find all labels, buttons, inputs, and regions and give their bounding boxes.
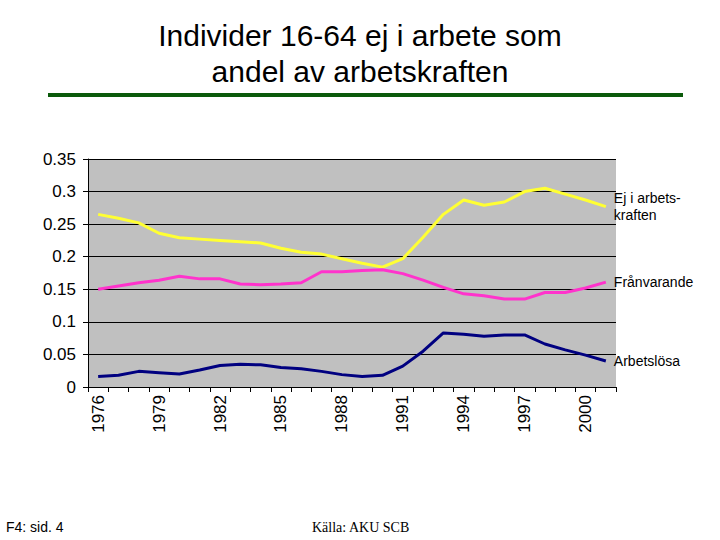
svg-text:Ej i arbets-: Ej i arbets- [614,190,681,206]
svg-text:1976: 1976 [89,395,108,433]
svg-text:F4: sid. 4: F4: sid. 4 [6,519,64,535]
svg-text:1994: 1994 [454,395,473,433]
svg-text:andel av arbetskraften: andel av arbetskraften [212,55,509,88]
svg-text:1985: 1985 [271,395,290,433]
svg-text:Arbetslösa: Arbetslösa [614,353,680,369]
svg-text:0.35: 0.35 [43,150,76,169]
svg-text:1982: 1982 [211,395,230,433]
svg-text:Källa: AKU SCB: Källa: AKU SCB [312,520,409,535]
svg-text:1979: 1979 [150,395,169,433]
svg-text:kraften: kraften [614,207,657,223]
svg-text:0.15: 0.15 [43,280,76,299]
svg-text:0.05: 0.05 [43,345,76,364]
svg-text:1991: 1991 [393,395,412,433]
svg-text:0.1: 0.1 [52,312,76,331]
svg-text:0.25: 0.25 [43,215,76,234]
svg-text:Frånvarande: Frånvarande [614,274,694,290]
svg-text:1988: 1988 [332,395,351,433]
svg-text:0.3: 0.3 [52,182,76,201]
svg-text:0: 0 [67,378,76,397]
svg-text:2000: 2000 [576,395,595,433]
svg-text:Individer 16-64 ej i arbete so: Individer 16-64 ej i arbete som [158,19,562,52]
svg-text:0.2: 0.2 [52,247,76,266]
svg-text:1997: 1997 [515,395,534,433]
